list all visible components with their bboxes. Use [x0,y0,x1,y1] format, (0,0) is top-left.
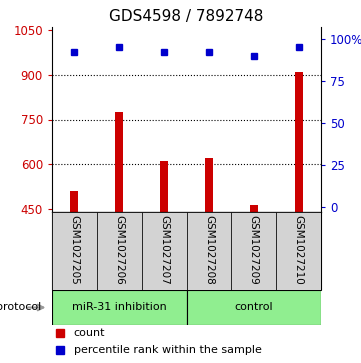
Text: GSM1027206: GSM1027206 [114,215,124,284]
Bar [231,212,276,290]
Bar [295,72,303,212]
Bar [97,212,142,290]
Bar [250,204,258,212]
Bar [205,158,213,212]
Text: GSM1027207: GSM1027207 [159,215,169,284]
Text: GSM1027205: GSM1027205 [69,215,79,284]
Bar [187,290,321,325]
Bar [187,212,231,290]
Text: GSM1027210: GSM1027210 [293,215,304,284]
Text: count: count [74,327,105,338]
Bar [52,290,187,325]
Text: control: control [234,302,273,313]
Bar [52,212,97,290]
Text: miR-31 inhibition: miR-31 inhibition [72,302,167,313]
Bar [160,161,168,212]
Bar [276,212,321,290]
Text: GSM1027209: GSM1027209 [249,215,259,284]
Text: protocol: protocol [0,302,41,313]
Bar [70,191,78,212]
Bar [115,112,123,212]
Title: GDS4598 / 7892748: GDS4598 / 7892748 [109,9,264,24]
Bar [142,212,187,290]
Text: percentile rank within the sample: percentile rank within the sample [74,345,261,355]
Text: GSM1027208: GSM1027208 [204,215,214,284]
